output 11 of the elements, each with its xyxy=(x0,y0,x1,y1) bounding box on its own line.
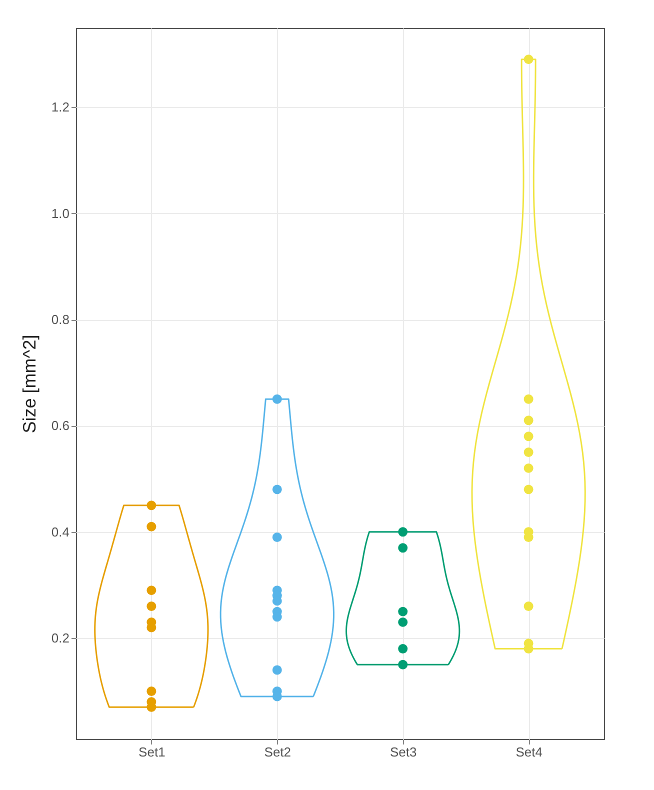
x-tick-label: Set2 xyxy=(264,744,292,760)
y-tick-label: 0.6 xyxy=(51,418,70,434)
y-axis-title: Size [mm^2] xyxy=(19,334,40,434)
y-tick-label: 1.2 xyxy=(51,100,70,115)
x-tick-label: Set1 xyxy=(138,744,166,760)
y-tick-label: 1.0 xyxy=(51,206,70,221)
x-tick-label: Set4 xyxy=(516,744,542,760)
y-tick-label: 0.2 xyxy=(51,630,70,646)
x-tick-label: Set3 xyxy=(390,744,417,760)
y-tick-label: 0.8 xyxy=(51,312,70,328)
y-tick-label: 0.4 xyxy=(51,524,70,540)
